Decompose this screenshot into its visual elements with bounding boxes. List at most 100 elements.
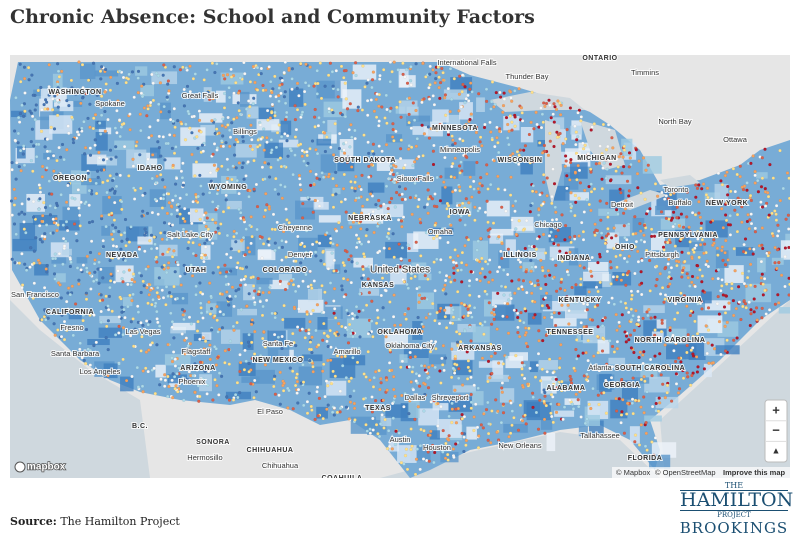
school-dot <box>171 372 175 376</box>
school-dot <box>173 194 178 198</box>
school-dot <box>315 151 320 156</box>
school-dot <box>502 91 506 95</box>
school-dot <box>402 166 406 170</box>
school-dot <box>269 150 273 155</box>
school-dot <box>101 239 105 243</box>
school-dot <box>727 301 731 305</box>
school-dot <box>536 279 540 283</box>
school-dot <box>520 361 524 365</box>
school-dot <box>110 309 114 313</box>
city-label: Omaha <box>428 227 453 236</box>
school-dot <box>552 241 556 246</box>
school-dot <box>466 93 470 98</box>
school-dot <box>187 315 192 319</box>
improve-map-link[interactable]: Improve this map <box>723 468 786 477</box>
school-dot <box>181 313 185 317</box>
region-label: CALIFORNIA <box>46 309 94 316</box>
school-dot <box>204 224 208 229</box>
zoom-button[interactable]: − <box>772 422 780 437</box>
school-dot <box>399 257 403 261</box>
school-dot <box>723 213 728 217</box>
city-label: Thunder Bay <box>506 72 549 81</box>
region-label: MINNESOTA <box>432 125 478 132</box>
school-dot <box>528 280 533 284</box>
school-dot <box>692 250 696 254</box>
school-dot <box>22 220 26 224</box>
county-patch <box>558 381 572 391</box>
zoom-button[interactable]: ▲ <box>772 445 781 455</box>
school-dot <box>472 383 476 387</box>
school-dot <box>37 207 41 211</box>
school-dot <box>186 344 190 348</box>
school-dot <box>351 220 356 224</box>
school-dot <box>201 149 205 153</box>
school-dot <box>334 69 338 73</box>
school-dot <box>283 90 287 94</box>
school-dot <box>47 63 51 67</box>
school-dot <box>82 358 86 363</box>
school-dot <box>375 308 380 312</box>
school-dot <box>244 107 249 111</box>
county-patch <box>76 257 88 264</box>
school-dot <box>746 213 750 217</box>
school-dot <box>248 105 252 109</box>
county-patch <box>164 157 181 170</box>
school-dot <box>351 317 355 321</box>
school-dot <box>51 231 55 235</box>
school-dot <box>508 114 512 118</box>
school-dot <box>515 150 520 154</box>
school-dot <box>112 191 117 195</box>
school-dot <box>666 298 671 303</box>
school-dot <box>272 384 276 389</box>
school-dot <box>111 229 116 233</box>
school-dot <box>568 235 572 239</box>
school-dot <box>221 134 225 138</box>
school-dot <box>22 144 26 148</box>
school-dot <box>735 172 739 177</box>
county-patch <box>367 182 385 193</box>
school-dot <box>466 365 470 370</box>
school-dot <box>350 328 354 332</box>
school-dot <box>177 366 181 370</box>
school-dot <box>51 217 55 221</box>
school-dot <box>308 169 313 174</box>
school-dot <box>199 269 204 274</box>
school-dot <box>15 161 19 165</box>
school-dot <box>277 123 281 127</box>
school-dot <box>596 325 600 329</box>
logo-project: PROJECT <box>717 511 751 519</box>
school-dot <box>621 211 626 215</box>
lake-erie <box>610 190 668 210</box>
school-dot <box>329 145 333 150</box>
school-dot <box>527 326 531 331</box>
school-dot <box>268 94 273 98</box>
school-dot <box>52 127 57 131</box>
zoom-button[interactable]: + <box>772 402 780 417</box>
school-dot <box>150 176 154 181</box>
school-dot <box>309 283 313 287</box>
school-dot <box>156 74 161 78</box>
school-dot <box>489 107 493 111</box>
school-dot <box>198 360 203 364</box>
school-dot <box>403 163 407 167</box>
school-dot <box>741 249 746 254</box>
school-dot <box>454 421 459 425</box>
school-dot <box>535 237 540 241</box>
school-dot <box>422 429 426 433</box>
school-dot <box>176 202 180 207</box>
school-dot <box>194 199 198 203</box>
school-dot <box>394 330 399 335</box>
school-dot <box>343 114 348 119</box>
school-dot <box>296 284 301 288</box>
county-patch <box>62 248 72 256</box>
school-dot <box>392 159 396 164</box>
school-dot <box>541 232 546 237</box>
school-dot <box>209 306 214 311</box>
school-dot <box>176 118 180 123</box>
school-dot <box>288 366 292 370</box>
school-dot <box>382 408 386 412</box>
school-dot <box>540 112 545 116</box>
city-label: Oklahoma City <box>385 341 434 350</box>
school-dot <box>490 311 494 315</box>
